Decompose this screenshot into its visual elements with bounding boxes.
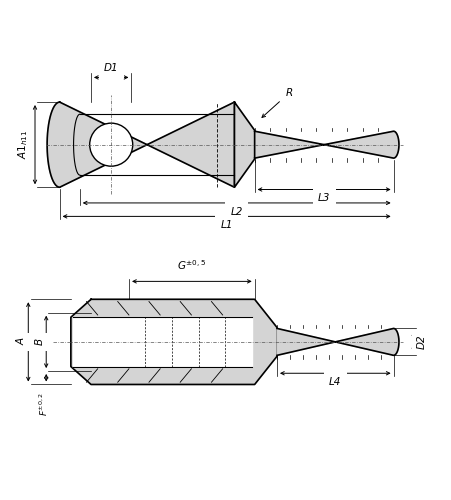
Polygon shape bbox=[277, 328, 399, 355]
Text: A: A bbox=[17, 338, 27, 345]
Text: D1: D1 bbox=[104, 62, 119, 72]
Polygon shape bbox=[71, 300, 277, 384]
Text: R: R bbox=[286, 88, 293, 98]
Text: $F^{\pm 0,2}$: $F^{\pm 0,2}$ bbox=[38, 392, 50, 416]
Polygon shape bbox=[235, 102, 255, 187]
Circle shape bbox=[90, 123, 133, 166]
Text: B: B bbox=[34, 338, 45, 345]
Text: L3: L3 bbox=[318, 194, 330, 203]
Polygon shape bbox=[73, 317, 253, 366]
Text: L2: L2 bbox=[230, 207, 243, 217]
Text: D2: D2 bbox=[417, 334, 427, 349]
Text: $G^{\pm 0,5}$: $G^{\pm 0,5}$ bbox=[177, 258, 207, 272]
Text: L1: L1 bbox=[221, 220, 233, 230]
Polygon shape bbox=[255, 131, 399, 158]
Text: L4: L4 bbox=[329, 377, 341, 387]
Polygon shape bbox=[47, 102, 235, 187]
Text: $A1_{h11}$: $A1_{h11}$ bbox=[16, 130, 30, 160]
